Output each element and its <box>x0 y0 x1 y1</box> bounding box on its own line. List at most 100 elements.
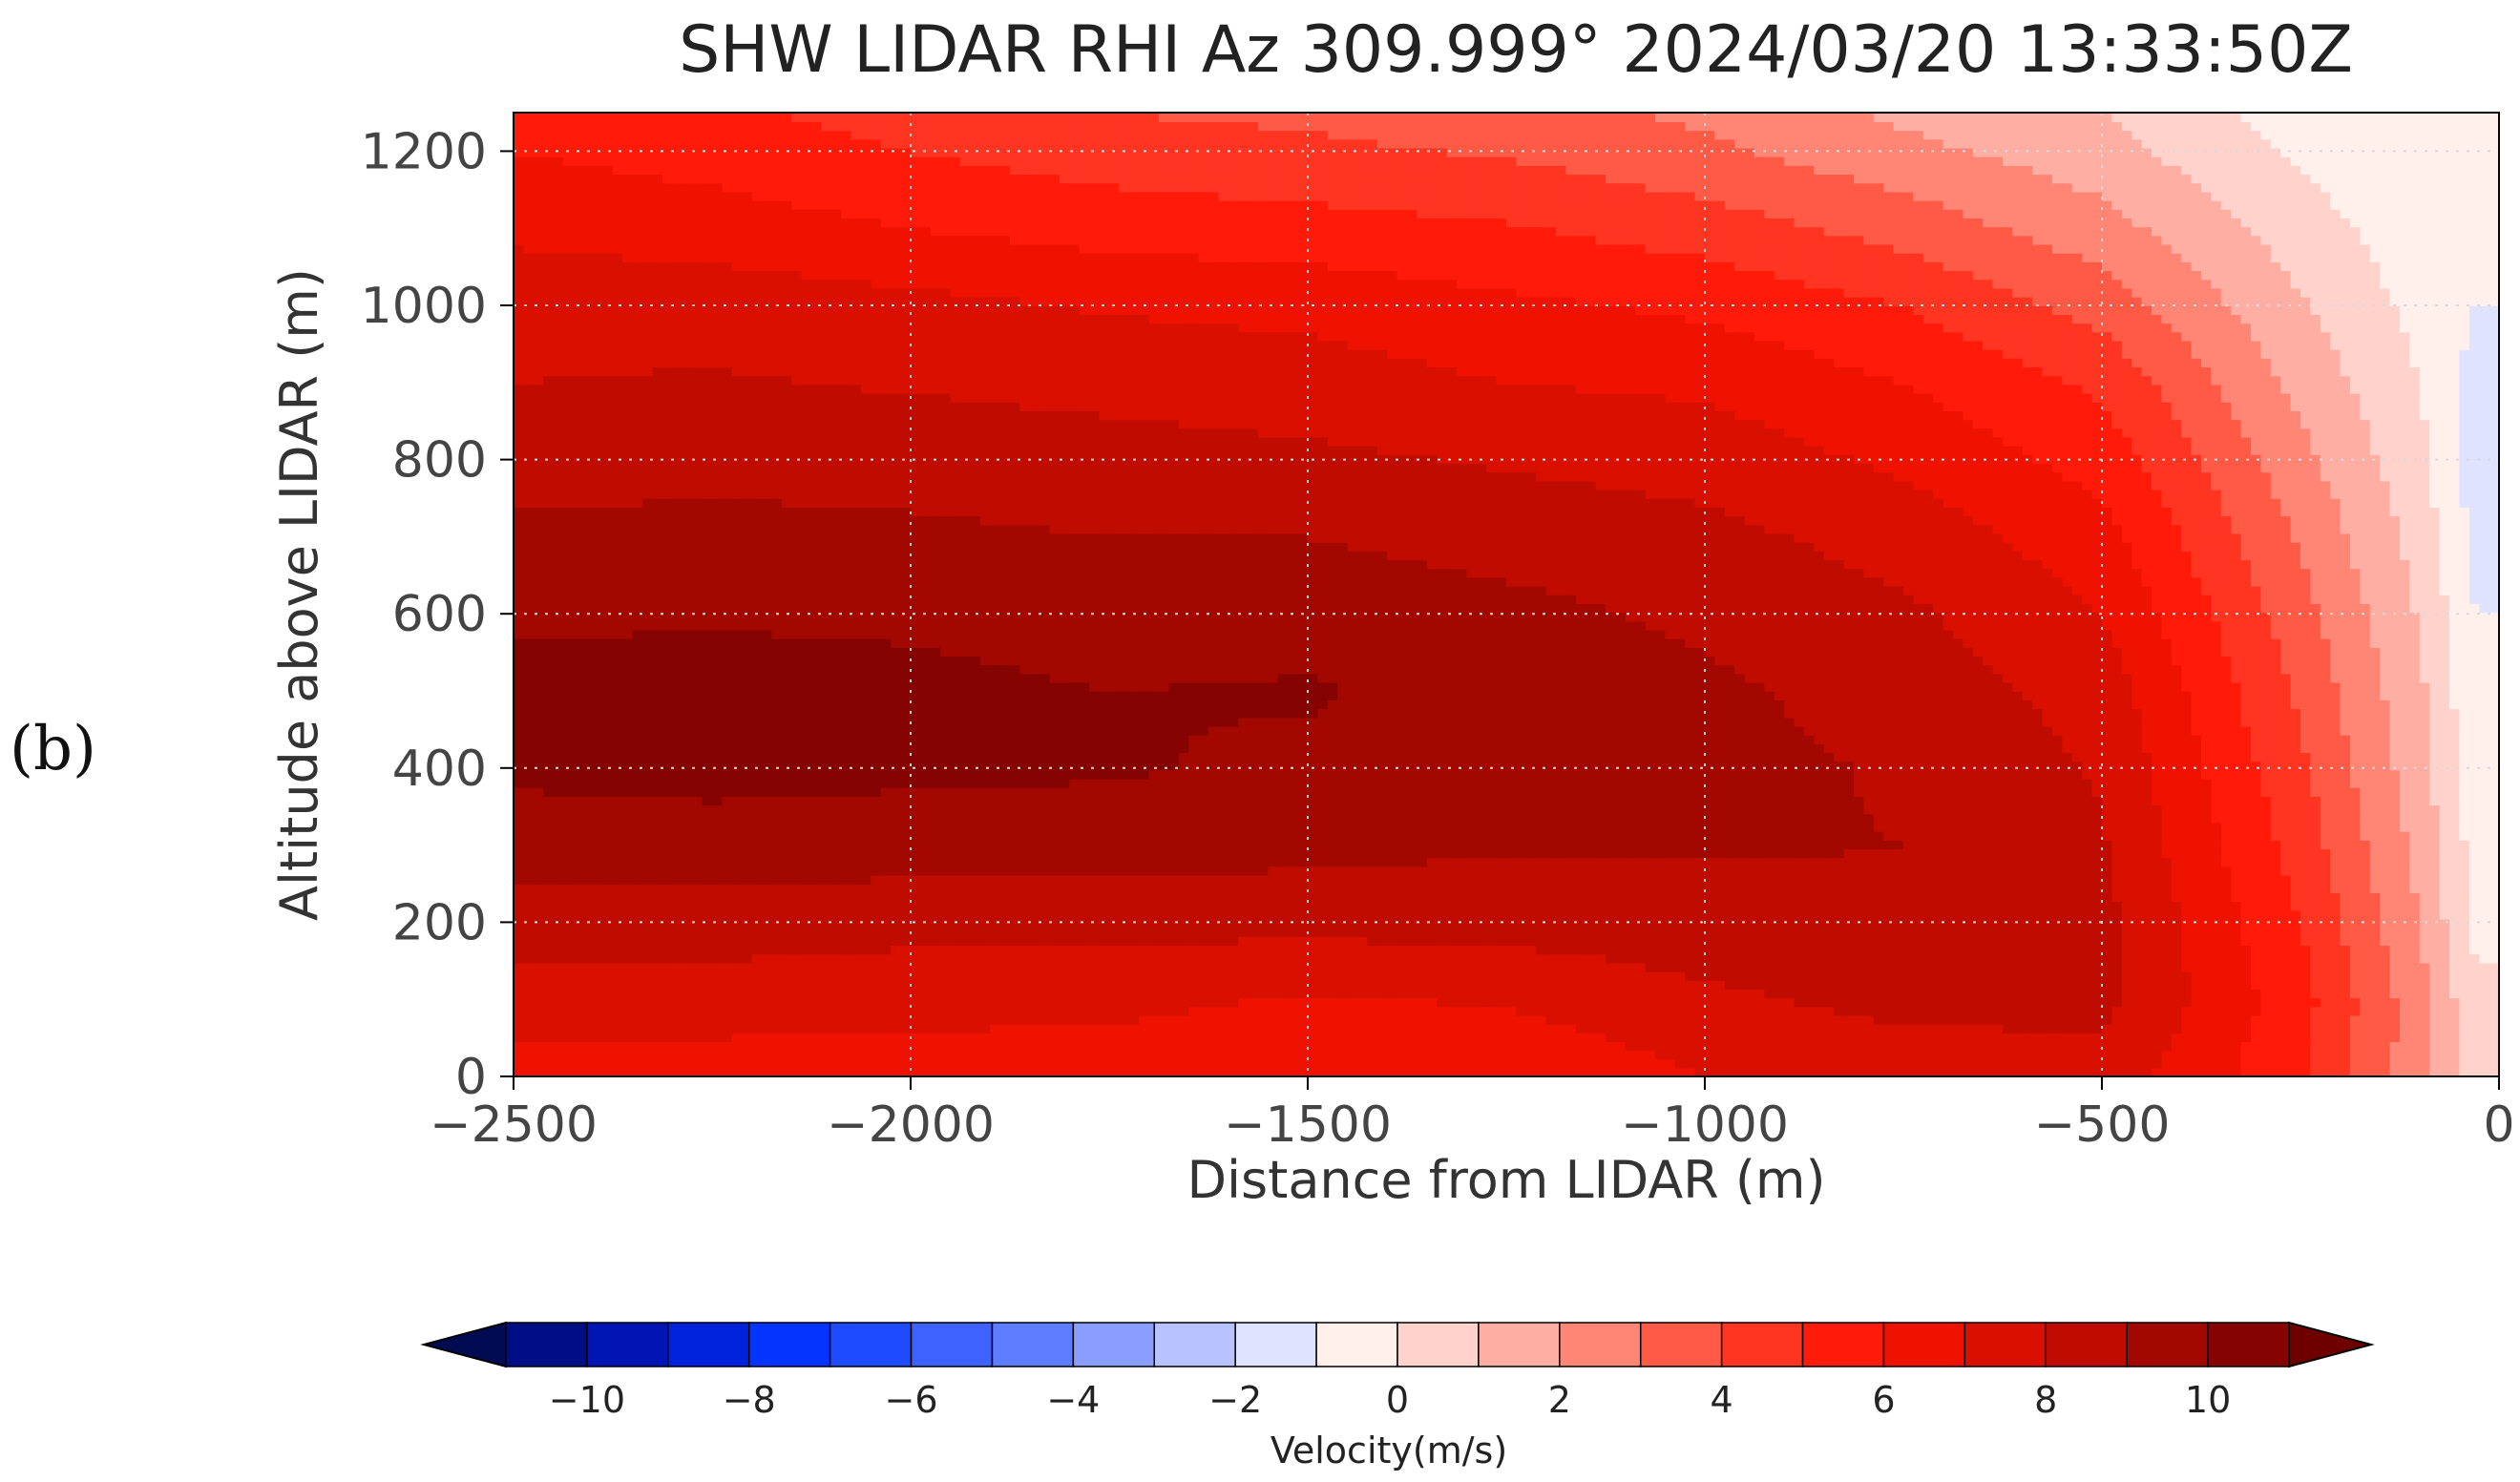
velocity-cell <box>593 743 604 754</box>
velocity-cell <box>960 927 972 937</box>
velocity-cell <box>593 997 604 1008</box>
velocity-cell <box>950 471 961 482</box>
velocity-cell <box>751 778 763 788</box>
velocity-cell <box>662 182 674 193</box>
velocity-cell <box>702 209 713 219</box>
velocity-cell <box>920 997 932 1008</box>
velocity-cell <box>880 515 892 526</box>
velocity-cell <box>602 734 614 744</box>
velocity-cell <box>593 884 604 893</box>
velocity-cell <box>880 270 892 281</box>
velocity-cell <box>960 1050 972 1060</box>
velocity-cell <box>731 191 743 201</box>
velocity-cell <box>672 410 683 421</box>
velocity-cell <box>682 252 693 262</box>
velocity-cell <box>742 691 753 700</box>
velocity-cell <box>771 296 783 306</box>
velocity-cell <box>514 971 525 981</box>
velocity-cell <box>830 551 842 561</box>
velocity-cell <box>781 612 792 622</box>
velocity-cell <box>900 358 912 368</box>
velocity-cell <box>533 541 544 552</box>
velocity-cell <box>791 524 803 534</box>
velocity-cell <box>880 874 892 885</box>
velocity-cell <box>791 691 803 700</box>
velocity-cell <box>582 822 594 832</box>
velocity-cell <box>742 252 753 262</box>
velocity-cell <box>712 498 724 508</box>
velocity-cell <box>582 174 594 184</box>
velocity-cell <box>861 761 872 771</box>
velocity-cell <box>911 366 922 377</box>
velocity-cell <box>573 717 584 727</box>
velocity-cell <box>930 945 941 955</box>
velocity-cell <box>850 243 862 254</box>
velocity-cell <box>632 909 643 920</box>
velocity-cell <box>712 1041 724 1052</box>
velocity-cell <box>553 971 564 981</box>
velocity-cell <box>613 445 624 455</box>
velocity-cell <box>514 1067 525 1076</box>
velocity-cell <box>682 541 693 552</box>
velocity-cell <box>930 997 941 1008</box>
velocity-cell <box>514 1006 525 1016</box>
velocity-cell <box>920 436 932 447</box>
velocity-cell <box>642 603 654 614</box>
velocity-cell <box>652 366 663 377</box>
velocity-cell <box>682 305 693 315</box>
velocity-cell <box>900 410 912 421</box>
velocity-cell <box>593 761 604 771</box>
velocity-cell <box>523 918 535 929</box>
velocity-cell <box>920 595 932 604</box>
velocity-cell <box>762 1023 773 1033</box>
velocity-cell <box>622 296 634 306</box>
velocity-cell <box>642 918 654 929</box>
velocity-cell <box>523 375 535 386</box>
velocity-cell <box>642 507 654 517</box>
velocity-cell <box>821 314 832 324</box>
velocity-cell <box>801 884 812 893</box>
velocity-cell <box>930 840 941 850</box>
velocity-cell <box>731 113 743 122</box>
velocity-cell <box>850 901 862 911</box>
velocity-cell <box>930 419 941 429</box>
velocity-cell <box>841 174 852 184</box>
velocity-cell <box>543 130 555 140</box>
velocity-cell <box>514 848 525 859</box>
velocity-cell <box>771 962 783 972</box>
velocity-cell <box>742 647 753 658</box>
velocity-cell <box>781 673 792 683</box>
velocity-cell <box>791 498 803 508</box>
velocity-cell <box>871 226 882 237</box>
velocity-cell <box>563 524 575 534</box>
velocity-cell <box>672 778 683 788</box>
velocity-cell <box>960 857 972 867</box>
velocity-cell <box>672 340 683 350</box>
velocity-cell <box>672 945 683 955</box>
velocity-cell <box>950 331 961 342</box>
velocity-cell <box>613 936 624 947</box>
velocity-cell <box>791 909 803 920</box>
velocity-cell <box>632 892 643 903</box>
velocity-cell <box>891 752 902 762</box>
velocity-cell <box>642 261 654 272</box>
velocity-cell <box>950 936 961 947</box>
velocity-cell <box>880 1041 892 1052</box>
velocity-cell <box>880 287 892 298</box>
velocity-cell <box>742 699 753 710</box>
velocity-cell <box>920 507 932 517</box>
velocity-cell <box>940 375 952 386</box>
velocity-cell <box>900 717 912 727</box>
velocity-cell <box>602 252 614 262</box>
velocity-cell <box>751 804 763 815</box>
velocity-cell <box>771 708 783 719</box>
velocity-cell <box>622 1050 634 1060</box>
velocity-cell <box>613 340 624 350</box>
velocity-cell <box>662 699 674 710</box>
velocity-cell <box>801 156 812 166</box>
velocity-cell <box>573 1023 584 1033</box>
velocity-cell <box>722 454 733 465</box>
velocity-cell <box>731 366 743 377</box>
velocity-cell <box>771 340 783 350</box>
velocity-cell <box>553 323 564 333</box>
